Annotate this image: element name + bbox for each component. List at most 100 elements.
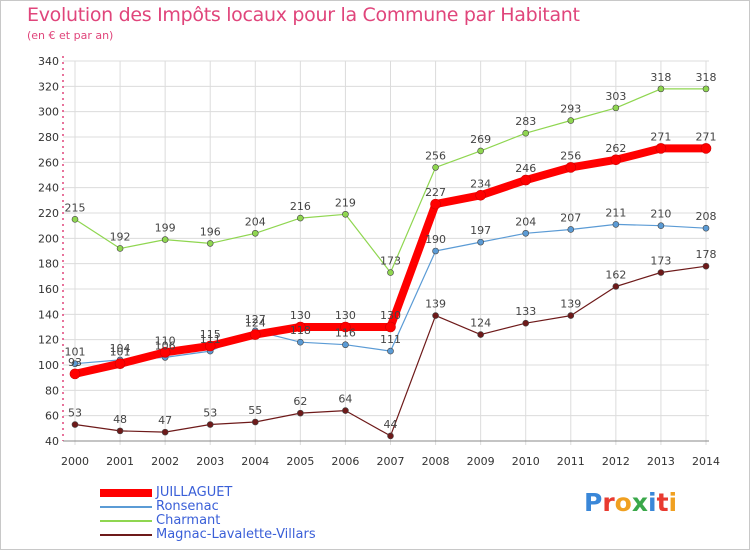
data-point xyxy=(522,129,530,137)
data-point xyxy=(475,189,486,201)
data-point xyxy=(340,321,351,333)
data-point xyxy=(432,164,439,171)
data-point xyxy=(71,360,79,368)
data-label: 55 xyxy=(248,404,262,417)
data-point xyxy=(702,85,710,93)
data-label: 269 xyxy=(470,133,491,146)
data-label: 127 xyxy=(245,313,266,326)
data-point xyxy=(342,210,349,218)
proxiti-logo: Proxiti xyxy=(584,488,677,517)
data-label: 124 xyxy=(245,317,266,330)
data-point xyxy=(567,312,575,319)
data-label: 133 xyxy=(515,305,536,318)
data-point xyxy=(251,418,259,426)
logo-letter: i xyxy=(648,488,657,517)
legend-item: JUILLAGUET xyxy=(100,486,316,500)
legend-swatch xyxy=(100,489,152,497)
legend-label: Magnac-Lavalette-Villars xyxy=(156,527,316,542)
data-point xyxy=(114,358,126,370)
chart-title: Evolution des Impôts locaux pour la Comm… xyxy=(27,4,580,26)
data-point xyxy=(612,283,620,290)
data-point xyxy=(700,143,712,154)
logo-letter: t xyxy=(656,488,669,517)
data-point xyxy=(655,143,667,154)
logo-letter: o xyxy=(614,488,632,517)
data-point xyxy=(295,321,306,333)
data-label: 139 xyxy=(425,298,446,311)
legend-label: JUILLAGUET xyxy=(156,485,233,500)
logo-letter: i xyxy=(668,488,678,517)
legend-swatch xyxy=(100,506,152,508)
data-point xyxy=(342,341,349,349)
x-tick-label: 2005 xyxy=(286,455,314,468)
legend-swatch xyxy=(100,520,152,522)
logo-letter: r xyxy=(602,488,615,517)
data-label: 227 xyxy=(425,186,446,199)
x-tick-label: 2011 xyxy=(557,455,585,468)
data-label: 215 xyxy=(65,201,86,214)
data-point xyxy=(71,216,79,223)
data-label: 104 xyxy=(110,342,131,355)
data-point xyxy=(71,421,79,428)
data-label: 101 xyxy=(110,346,131,359)
data-label: 192 xyxy=(110,230,131,243)
data-label: 210 xyxy=(650,208,671,221)
logo-letter: P xyxy=(584,488,603,517)
data-point xyxy=(251,229,259,237)
data-point xyxy=(567,226,575,233)
data-point xyxy=(520,174,532,186)
logo-letter: x xyxy=(631,488,648,517)
data-label: 162 xyxy=(605,268,626,281)
data-label: 111 xyxy=(200,333,221,346)
data-label: 293 xyxy=(560,103,581,116)
data-point xyxy=(297,214,304,222)
y-tick-label: 40 xyxy=(45,435,59,448)
data-point xyxy=(522,229,530,237)
x-tick-label: 2006 xyxy=(331,455,359,468)
data-label: 173 xyxy=(650,255,671,268)
data-label: 47 xyxy=(158,414,172,427)
data-point xyxy=(161,236,169,243)
data-label: 118 xyxy=(290,324,311,337)
data-label: 130 xyxy=(290,309,311,322)
data-point xyxy=(297,338,304,346)
x-tick-label: 2012 xyxy=(602,455,630,468)
y-tick-label: 220 xyxy=(38,207,59,220)
data-point xyxy=(612,104,620,112)
data-point xyxy=(477,147,484,155)
legend-item: Magnac-Lavalette-Villars xyxy=(100,528,316,542)
data-point xyxy=(477,331,484,338)
data-label: 93 xyxy=(68,356,82,369)
y-tick-label: 240 xyxy=(38,182,59,195)
data-point xyxy=(249,329,261,340)
data-point xyxy=(430,198,441,210)
data-label: 283 xyxy=(515,115,536,128)
data-label: 115 xyxy=(200,328,221,341)
data-label: 216 xyxy=(290,200,311,213)
data-point xyxy=(342,407,349,414)
x-tick-label: 2003 xyxy=(196,455,224,468)
legend-item: Charmant xyxy=(100,514,316,528)
y-tick-label: 140 xyxy=(38,308,59,321)
data-label: 130 xyxy=(380,309,401,322)
data-point xyxy=(206,240,214,247)
data-label: 219 xyxy=(335,196,356,209)
y-tick-label: 60 xyxy=(45,410,59,423)
data-label: 318 xyxy=(696,71,717,84)
data-label: 204 xyxy=(515,215,536,228)
data-point xyxy=(522,319,530,327)
data-label: 207 xyxy=(560,211,581,224)
data-label: 106 xyxy=(155,339,176,352)
x-tick-label: 2009 xyxy=(467,455,495,468)
data-label: 199 xyxy=(155,222,176,235)
data-label: 64 xyxy=(338,393,352,406)
legend-label: Charmant xyxy=(156,513,221,528)
data-point xyxy=(161,428,169,436)
data-label: 271 xyxy=(650,130,671,143)
x-tick-label: 2002 xyxy=(151,455,179,468)
data-point xyxy=(432,247,439,255)
data-point xyxy=(385,321,396,333)
y-tick-label: 80 xyxy=(45,384,59,397)
